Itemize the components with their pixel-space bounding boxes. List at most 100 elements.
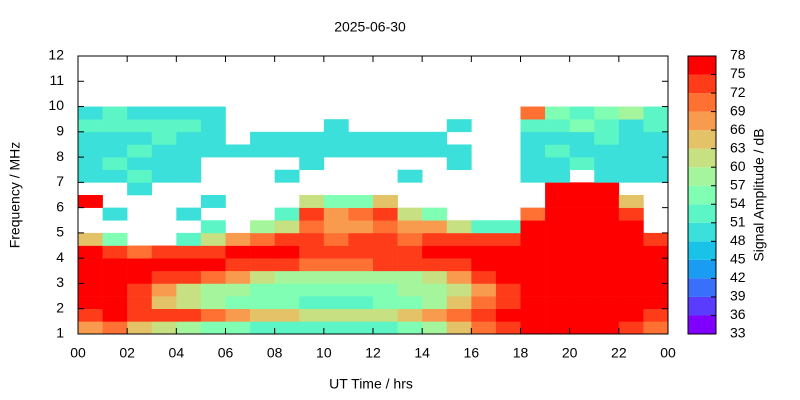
cell [176, 169, 202, 183]
colorbar-tick-label: 63 [730, 139, 746, 155]
cell [545, 220, 570, 234]
cell [348, 144, 374, 158]
cell [373, 220, 398, 234]
colorbar-tick-label: 36 [730, 306, 746, 322]
cell [102, 106, 128, 120]
cell [618, 220, 644, 234]
cell [520, 207, 546, 221]
cell [520, 119, 546, 133]
cell [520, 308, 546, 322]
cell [545, 195, 570, 208]
cell [397, 283, 423, 297]
cell [520, 296, 546, 310]
cell [471, 232, 497, 246]
colorbar-tick-label: 69 [730, 102, 746, 118]
cell [373, 207, 398, 221]
cell [348, 220, 374, 234]
cell [151, 157, 177, 171]
cell [323, 296, 349, 310]
cell [176, 144, 202, 158]
colorbar-band [688, 167, 716, 186]
cell [618, 321, 644, 335]
cell [545, 119, 570, 133]
cell [520, 144, 546, 158]
cell [397, 270, 423, 284]
cell [176, 131, 202, 145]
y-tick-label: 12 [48, 47, 64, 63]
cell [78, 195, 103, 208]
cell [545, 270, 570, 284]
cell [127, 270, 153, 284]
cell [594, 169, 620, 183]
cell [225, 321, 251, 335]
colorbar-tick-label: 66 [730, 121, 746, 137]
cell [299, 207, 325, 221]
cell [151, 283, 177, 297]
cell [200, 106, 226, 120]
cell [422, 232, 448, 246]
y-axis-label: Frequency / MHz [7, 142, 23, 249]
y-tick-label: 8 [56, 148, 64, 164]
colorbar-frame [687, 55, 717, 335]
cell [102, 321, 128, 335]
cell [422, 258, 448, 272]
cell [323, 144, 349, 158]
cell [618, 283, 644, 297]
cell [446, 232, 472, 246]
cell [176, 308, 202, 322]
cell [151, 308, 177, 322]
cell [348, 232, 374, 246]
colorbar-band [688, 74, 716, 94]
cell [78, 131, 103, 145]
cell [127, 157, 153, 171]
cell [151, 270, 177, 284]
cell [422, 308, 448, 322]
cell [422, 131, 448, 145]
cell [200, 232, 226, 246]
cell [299, 195, 325, 208]
cell [102, 245, 128, 259]
cell [545, 308, 570, 322]
cell [397, 220, 423, 234]
colorbar-band [688, 148, 716, 168]
cell [545, 131, 570, 145]
cell [127, 296, 153, 310]
cell [422, 270, 448, 284]
cell [373, 308, 398, 322]
cell [495, 232, 521, 246]
cell [127, 245, 153, 259]
cell [446, 157, 472, 171]
cell [373, 131, 398, 145]
cell [250, 220, 275, 234]
cell [323, 232, 349, 246]
cell [323, 321, 349, 335]
cell [348, 283, 374, 297]
cell [569, 232, 595, 246]
cell [151, 131, 177, 145]
cell [323, 131, 349, 145]
cell [397, 144, 423, 158]
cell [643, 245, 669, 259]
cell [569, 283, 595, 297]
cell [102, 131, 128, 145]
cell [250, 131, 275, 145]
cell [102, 258, 128, 272]
cell [225, 245, 251, 259]
cell [200, 144, 226, 158]
cell [176, 270, 202, 284]
cell [299, 283, 325, 297]
cell [446, 245, 472, 259]
x-tick-label: 10 [316, 345, 332, 361]
cell [299, 232, 325, 246]
cell [594, 283, 620, 297]
cell [78, 270, 103, 284]
cell [78, 321, 103, 335]
cell [569, 308, 595, 322]
cell [127, 119, 153, 133]
cell [594, 207, 620, 221]
cell [151, 169, 177, 183]
colorbar-band [688, 56, 716, 75]
cell [643, 106, 669, 120]
cell [422, 144, 448, 158]
cell [422, 220, 448, 234]
